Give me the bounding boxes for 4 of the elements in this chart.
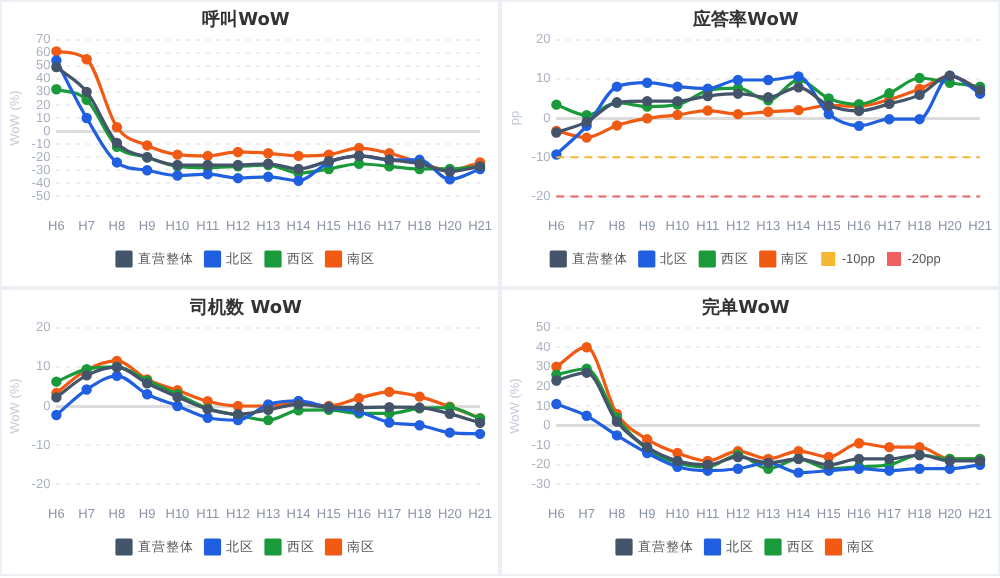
chart-title: 应答率WoW [691, 9, 799, 32]
chart-title: 完单WoW [702, 297, 790, 320]
chart-title: 呼叫WoW [202, 9, 290, 32]
chart-title: 司机数 WoW [188, 297, 302, 320]
